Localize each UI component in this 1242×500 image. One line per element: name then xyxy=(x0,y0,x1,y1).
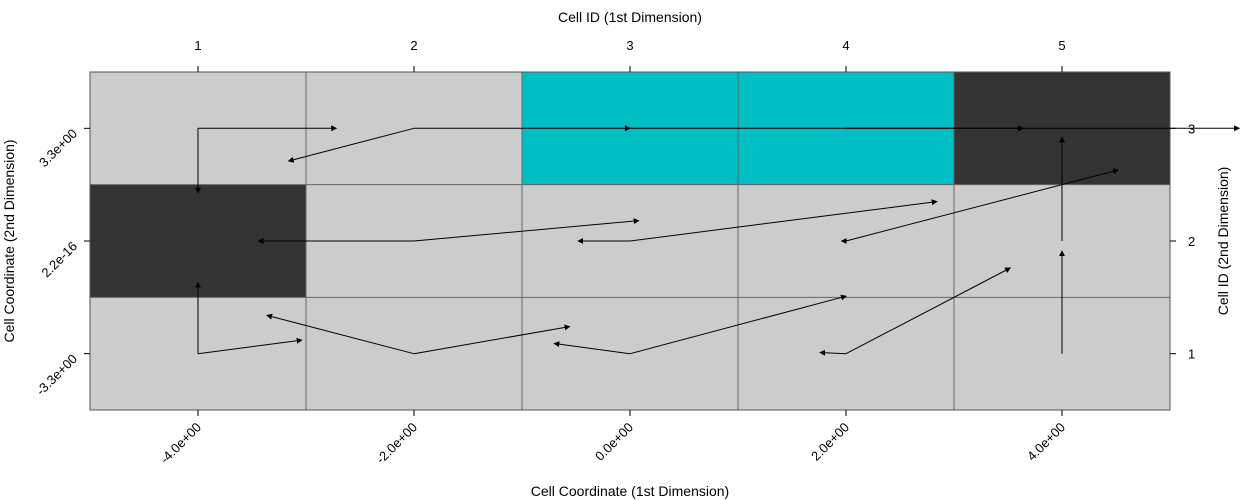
bottom-tick-label: -4.0e+00 xyxy=(157,420,204,467)
axis-ticks xyxy=(84,66,1176,416)
top-tick-label: 5 xyxy=(1058,38,1065,53)
vector-arrow-3-2 xyxy=(629,199,938,242)
left-tick-label: -3.3e+00 xyxy=(33,351,80,398)
y-axis-title-right: Cell ID (2nd Dimension) xyxy=(1215,167,1231,316)
top-tick-label: 4 xyxy=(842,38,849,53)
vector-field xyxy=(195,125,1241,356)
y-axis-title-left: Cell Coordinate (2nd Dimension) xyxy=(1,139,17,342)
bottom-tick-label: 0.0e+00 xyxy=(592,420,636,464)
vector-arrow-2-1 xyxy=(413,324,571,355)
vector-arrow-2-1 xyxy=(266,313,415,355)
vector-arrow-4-1 xyxy=(845,267,1012,355)
vector-arrow-4-1 xyxy=(819,349,847,356)
top-axis-title: Cell ID (1st Dimension) xyxy=(558,9,702,25)
right-tick-label: 2 xyxy=(1188,234,1195,249)
right-tick-label: 1 xyxy=(1188,347,1195,362)
top-tick-label: 1 xyxy=(194,38,201,53)
x-axis-title: Cell Coordinate (1st Dimension) xyxy=(531,483,729,499)
top-tick-label: 3 xyxy=(626,38,633,53)
bottom-tick-label: 2.0e+00 xyxy=(808,420,852,464)
vector-arrow-2-2 xyxy=(413,218,640,242)
vector-arrow-3-1 xyxy=(629,294,847,355)
right-tick-label: 3 xyxy=(1188,121,1195,136)
vector-arrow-2-3 xyxy=(287,127,415,163)
left-tick-label: 2.2e-16 xyxy=(38,239,80,281)
left-tick-label: 3.3e+00 xyxy=(36,126,80,170)
vector-arrow-3-1 xyxy=(553,341,631,355)
bottom-tick-label: -2.0e+00 xyxy=(373,420,420,467)
top-tick-label: 2 xyxy=(410,38,417,53)
bottom-tick-label: 4.0e+00 xyxy=(1024,420,1068,464)
vector-arrow-1-1 xyxy=(197,337,303,355)
vector-arrow-4-2 xyxy=(845,168,1120,242)
